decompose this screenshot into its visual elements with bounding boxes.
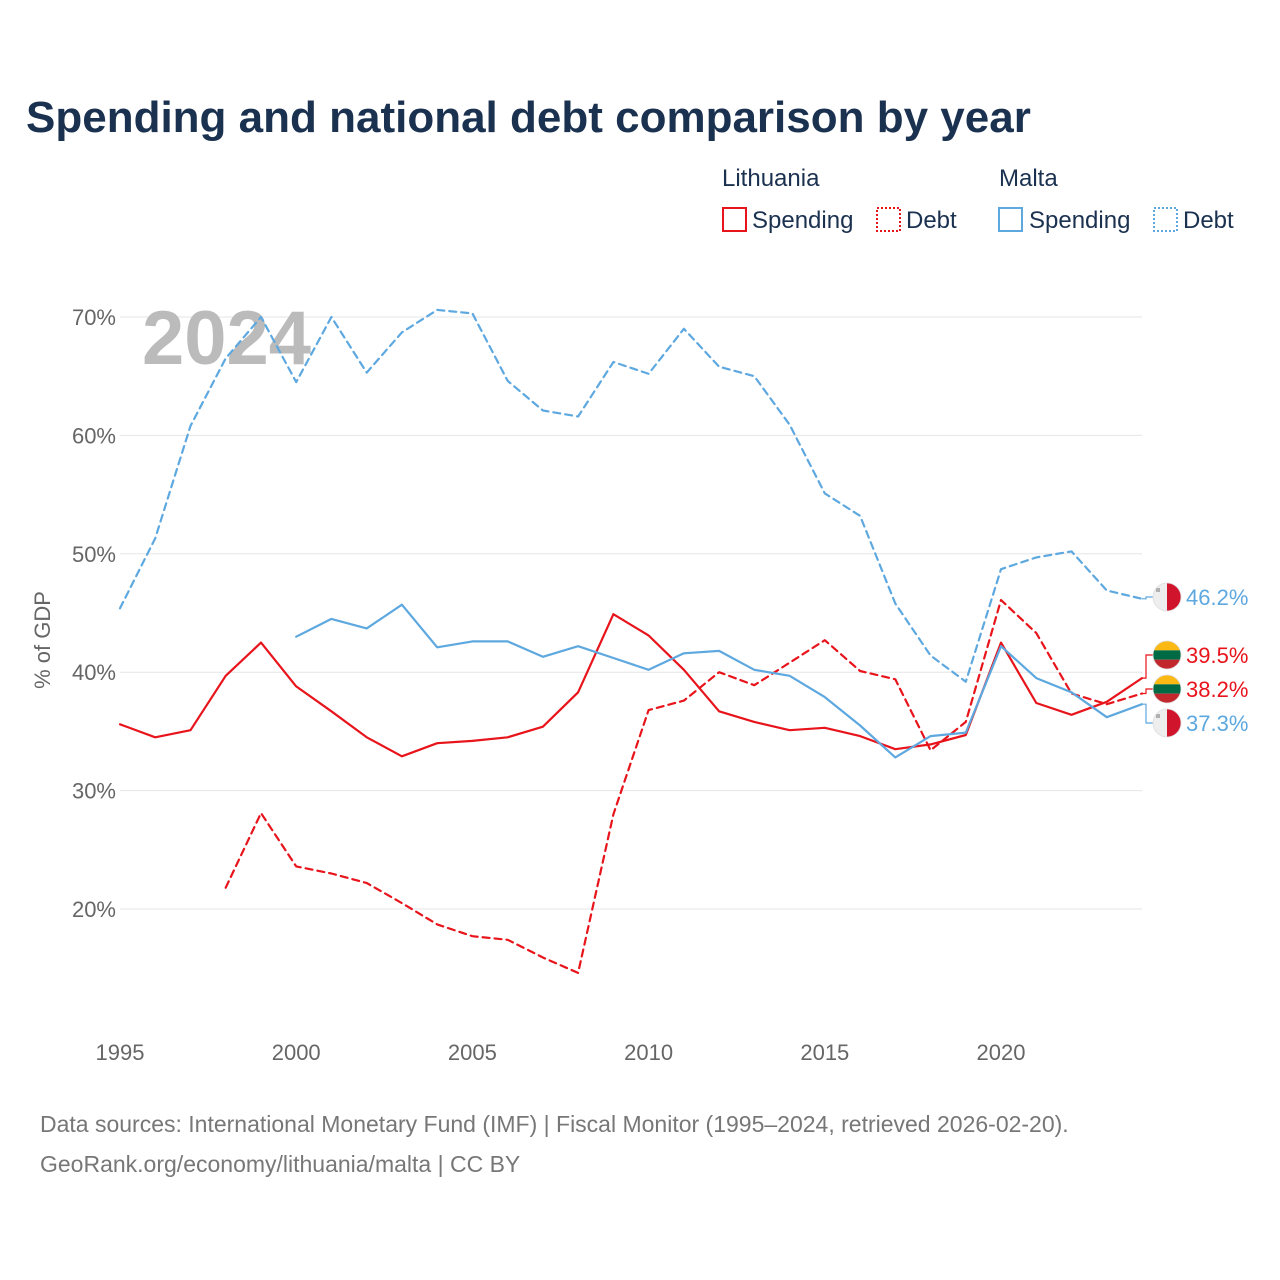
legend-group-malta: Malta [999, 165, 1058, 192]
y-tick-label: 60% [72, 423, 116, 448]
y-axis-label: % of GDP [30, 591, 55, 689]
end-label-lt-debt: 38.2% [1186, 677, 1248, 702]
legend-label-lithuania-spending: Spending [752, 207, 853, 234]
chart-title: Spending and national debt comparison by… [26, 93, 1031, 142]
x-tick-label: 2020 [977, 1040, 1026, 1065]
x-tick-label: 2015 [800, 1040, 849, 1065]
x-tick-label: 2000 [272, 1040, 321, 1065]
legend-swatch-malta-debt [1153, 207, 1178, 232]
end-connector-lt-spending [1142, 654, 1153, 679]
series-line-mt-spending [295, 603, 1144, 759]
legend-swatch-lithuania-spending [722, 207, 747, 232]
end-markers: 46.2% 39.5% 38.2% 37.3% [1142, 582, 1248, 738]
y-tick-label: 20% [72, 897, 116, 922]
x-tick-label: 2010 [624, 1040, 673, 1065]
series-lines [118, 308, 1144, 975]
x-tick-label: 2005 [448, 1040, 497, 1065]
y-tick-label: 50% [72, 542, 116, 567]
legend-swatch-malta-spending [998, 207, 1023, 232]
series-line-lt-spending [118, 613, 1144, 758]
y-tick-label: 30% [72, 779, 116, 804]
y-tick-label: 40% [72, 660, 116, 685]
grid [120, 316, 1142, 910]
y-axis-ticks: 20% 30% 40% 50% 60% 70% [72, 305, 116, 922]
legend-label-lithuania-debt: Debt [906, 207, 957, 234]
end-connector-lt-debt [1142, 688, 1153, 695]
x-tick-label: 1995 [96, 1040, 145, 1065]
legend-group-lithuania: Lithuania [722, 165, 820, 192]
year-watermark: 2024 [142, 296, 311, 381]
end-label-mt-spending: 37.3% [1186, 711, 1248, 736]
end-connector-mt-spending [1142, 703, 1153, 724]
malta-flag-icon [1152, 582, 1182, 612]
legend: Lithuania Malta Spending Debt Spending D… [722, 165, 1234, 234]
lithuania-flag-icon [1152, 674, 1182, 704]
source-line-1: Data sources: International Monetary Fun… [40, 1111, 1069, 1137]
legend-swatch-lithuania-debt [876, 207, 901, 232]
source-line-2: GeoRank.org/economy/lithuania/malta | CC… [40, 1151, 520, 1177]
end-label-mt-debt: 46.2% [1186, 585, 1248, 610]
series-line-mt-debt [118, 308, 1144, 683]
malta-flag-icon [1152, 708, 1182, 738]
end-connector-mt-debt [1142, 596, 1153, 600]
legend-label-malta-spending: Spending [1029, 207, 1130, 234]
y-tick-label: 70% [72, 305, 116, 330]
legend-label-malta-debt: Debt [1183, 207, 1234, 234]
x-axis-ticks: 1995 2000 2005 2010 2015 2020 [96, 1040, 1026, 1065]
lithuania-flag-icon [1152, 640, 1182, 670]
series-line-lt-debt [224, 598, 1144, 975]
end-label-lt-spending: 39.5% [1186, 643, 1248, 668]
